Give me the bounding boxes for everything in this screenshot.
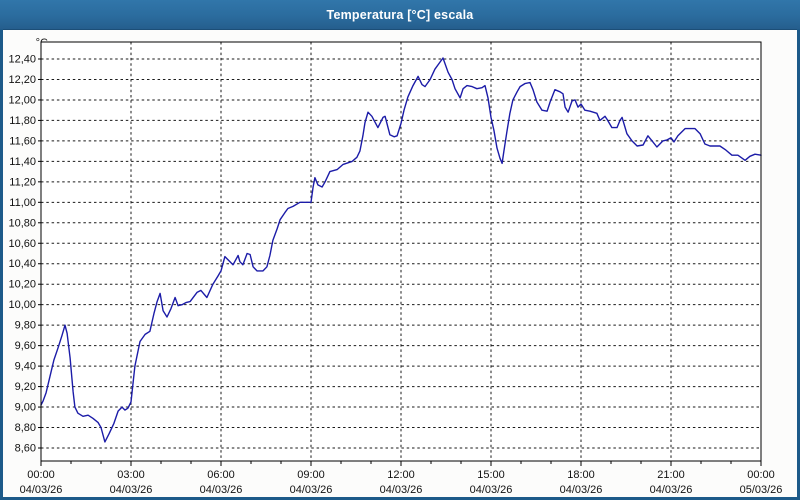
y-tick-label: 11,80 (9, 115, 36, 127)
y-tick-label: 12,00 (8, 94, 36, 106)
x-tick-date-label: 04/03/26 (290, 484, 333, 496)
y-tick-label: 10,20 (8, 279, 36, 291)
plot-border (40, 41, 762, 462)
y-tick-label: 12,20 (8, 74, 36, 86)
y-tick-label: 9,80 (15, 320, 36, 332)
y-tick-label: 8,80 (15, 422, 36, 434)
y-tick-label: 11,40 (9, 156, 36, 168)
y-tick-label: 10,40 (8, 258, 36, 270)
window-titlebar: Temperatura [°C] escala (0, 0, 800, 30)
x-tick-date-label: 04/03/26 (380, 484, 423, 496)
y-tick-label: 9,60 (15, 340, 36, 352)
temperature-line (40, 57, 762, 443)
y-tick-label: 11,20 (9, 176, 36, 188)
x-tick-time-label: 00:00 (747, 469, 775, 481)
x-tick-date-label: 04/03/26 (470, 484, 513, 496)
x-tick-date-label: 04/03/26 (20, 484, 63, 496)
y-tick-label: 11,60 (9, 135, 36, 147)
y-tick-label: 10,80 (8, 217, 36, 229)
y-tick-label: 9,40 (15, 361, 36, 373)
window-border-right (797, 29, 800, 500)
window-border-left (0, 29, 3, 500)
x-tick-time-label: 03:00 (117, 469, 145, 481)
y-tick-label: 11,00 (9, 197, 36, 209)
x-tick-time-label: 18:00 (567, 469, 595, 481)
y-tick-label: 12,40 (8, 54, 36, 66)
x-tick-time-label: 06:00 (207, 469, 235, 481)
temperature-chart: 12,40 12,20 12,00 11,80 11,60 11,40 11,20 11,00… (8, 41, 783, 496)
x-tick-time-label: 21:00 (657, 469, 685, 481)
x-tick-time-label: 12:00 (387, 469, 415, 481)
y-tick-label: 10,00 (8, 299, 36, 311)
y-tick-label: 9,00 (15, 402, 36, 414)
x-tick-time-label: 00:00 (27, 469, 55, 481)
window-title: Temperatura [°C] escala (326, 7, 474, 22)
y-tick-label: 10,60 (8, 238, 36, 250)
x-tick-time-label: 09:00 (297, 469, 325, 481)
window-border-bottom (0, 497, 800, 500)
x-tick-date-label: 04/03/26 (110, 484, 153, 496)
x-tick-date-label: 04/03/26 (560, 484, 603, 496)
x-tick-date-label: 05/03/26 (740, 484, 783, 496)
y-tick-label: 9,20 (15, 381, 36, 393)
x-tick-time-label: 15:00 (477, 469, 505, 481)
x-tick-date-label: 04/03/26 (650, 484, 693, 496)
y-tick-label: 8,60 (15, 443, 36, 455)
x-tick-date-label: 04/03/26 (200, 484, 243, 496)
